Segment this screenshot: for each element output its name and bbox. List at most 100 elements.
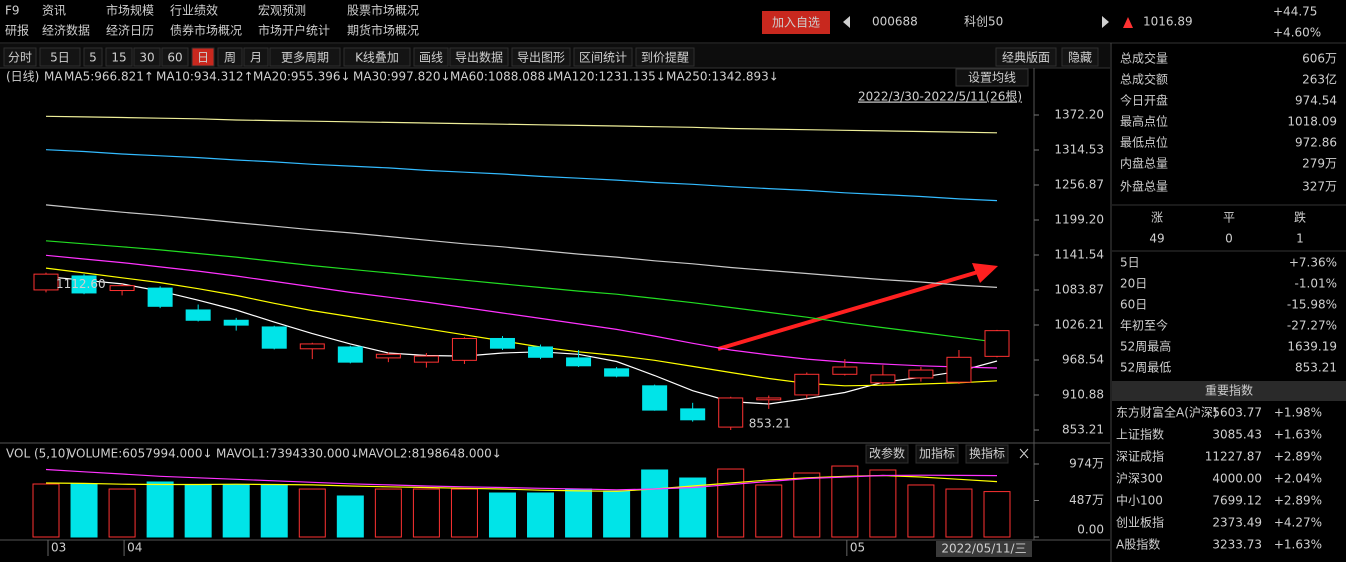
toolbar-button[interactable] <box>413 47 449 67</box>
toolbar-button[interactable] <box>161 47 189 67</box>
toolbar-button[interactable] <box>511 47 571 67</box>
settings-label[interactable]: 设置均线 <box>968 71 1016 85</box>
index-change[interactable]: +1.63% <box>1274 538 1322 552</box>
index-change[interactable]: +1.63% <box>1274 428 1322 442</box>
toolbar-label[interactable]: 5日 <box>50 51 70 65</box>
index-name[interactable]: 上证指数 <box>1116 427 1164 442</box>
menu-item[interactable]: 市场规模 <box>106 3 154 18</box>
cursor-date: 2022/05/11/三 <box>941 542 1026 556</box>
toolbar-label[interactable]: 画线 <box>419 51 443 65</box>
index-value[interactable]: 3233.73 <box>1212 538 1262 552</box>
menu-item[interactable]: 股票市场概况 <box>347 3 419 18</box>
menu-item[interactable]: 期货市场概况 <box>347 23 419 38</box>
add-watchlist-label[interactable]: 加入自选 <box>772 16 820 30</box>
settings-button[interactable] <box>955 68 1029 87</box>
toolbar-button[interactable] <box>269 47 341 67</box>
toolbar-button[interactable] <box>83 47 103 67</box>
toolbar-label[interactable]: 5 <box>89 51 97 65</box>
toolbar-button[interactable] <box>3 47 37 67</box>
toolbar-label[interactable]: 日 <box>197 51 209 65</box>
toolbar-button[interactable] <box>217 47 243 67</box>
toolbar-label[interactable]: K线叠加 <box>355 51 399 65</box>
add-watchlist-button[interactable] <box>762 11 830 34</box>
toolbar-label[interactable]: 导出数据 <box>455 50 503 65</box>
indicator-label[interactable]: 换指标 <box>969 446 1005 461</box>
index-name[interactable]: 中小100 <box>1116 493 1163 508</box>
toolbar-button[interactable] <box>343 47 411 67</box>
indicator-label[interactable]: 改参数 <box>869 446 905 461</box>
legend-entry: MA5:966.821↑ <box>64 70 154 84</box>
index-value[interactable]: 7699.12 <box>1212 494 1262 508</box>
index-change[interactable]: +2.89% <box>1274 494 1322 508</box>
legend-entry: MAVOL1:7394330.000↓ <box>216 447 360 461</box>
index-name[interactable]: 东方财富全A(沪深) <box>1116 405 1218 420</box>
index-value[interactable]: 2373.49 <box>1212 516 1262 530</box>
stat-label: 最低点位 <box>1120 135 1168 150</box>
candle-body <box>71 275 97 294</box>
toolbar-label[interactable]: 15 <box>111 51 126 65</box>
y-tick-label: 853.21 <box>1062 423 1104 437</box>
toolbar-label[interactable]: 经典版面 <box>1002 51 1050 65</box>
index-change[interactable]: +1.98% <box>1274 406 1322 420</box>
index-value[interactable]: 5603.77 <box>1212 406 1262 420</box>
menu-item[interactable]: 行业绩效 <box>170 3 218 18</box>
index-change[interactable]: +2.89% <box>1274 450 1322 464</box>
return-value: -27.27% <box>1287 319 1337 333</box>
toolbar-button[interactable] <box>243 47 269 67</box>
return-label: 60日 <box>1120 298 1147 312</box>
toolbar-label[interactable]: 月 <box>250 51 262 65</box>
indicator-button[interactable] <box>915 444 959 464</box>
index-name[interactable]: 创业板指 <box>1116 515 1164 530</box>
index-value[interactable]: 4000.00 <box>1212 472 1262 486</box>
close-icon[interactable] <box>1019 448 1029 459</box>
index-name[interactable]: 深证成指 <box>1116 449 1164 464</box>
toolbar-label[interactable]: 到价提醒 <box>641 50 689 65</box>
menu-item[interactable]: 宏观预测 <box>258 3 306 18</box>
toolbar-button[interactable] <box>573 47 633 67</box>
toolbar-button[interactable] <box>133 47 161 67</box>
menu-item[interactable]: F9 <box>5 4 20 18</box>
toolbar-button[interactable] <box>1061 47 1099 67</box>
indicator-label[interactable]: 加指标 <box>919 446 955 461</box>
index-change[interactable]: +2.04% <box>1274 472 1322 486</box>
x-tick-label: 04 <box>127 541 142 555</box>
toolbar-label[interactable]: 更多周期 <box>281 51 329 65</box>
toolbar-button[interactable] <box>39 47 81 67</box>
toolbar-label[interactable]: 周 <box>224 51 236 65</box>
prev-arrow[interactable] <box>843 16 850 28</box>
annotation-arrow <box>717 270 979 351</box>
index-value[interactable]: 11227.87 <box>1205 450 1262 464</box>
volume-bar <box>32 483 60 538</box>
toolbar-button[interactable] <box>105 47 133 67</box>
next-arrow[interactable] <box>1102 16 1109 28</box>
toolbar-label[interactable]: 分时 <box>8 51 32 65</box>
candle-body <box>680 408 706 421</box>
toolbar-button[interactable] <box>995 47 1057 67</box>
index-name[interactable]: A股指数 <box>1116 537 1160 552</box>
menu-item[interactable]: 经济数据 <box>42 23 90 38</box>
ma-line <box>45 204 998 288</box>
toolbar-label[interactable]: 导出图形 <box>517 51 565 65</box>
volume-bar <box>374 488 402 538</box>
indicator-button[interactable] <box>965 444 1009 464</box>
menu-item[interactable]: 市场开户统计 <box>258 23 330 38</box>
index-change[interactable]: +4.27% <box>1274 516 1322 530</box>
toolbar-label[interactable]: 区间统计 <box>579 51 627 65</box>
volume-bar <box>527 492 555 538</box>
indicator-button[interactable] <box>865 444 909 464</box>
toolbar-button[interactable] <box>449 47 509 67</box>
toolbar-label[interactable]: 60 <box>167 51 182 65</box>
breadth-value: 49 <box>1149 232 1164 246</box>
candle-body <box>489 337 515 349</box>
index-value[interactable]: 3085.43 <box>1212 428 1262 442</box>
toolbar-button[interactable] <box>635 47 695 67</box>
candle-body <box>451 337 477 361</box>
index-name[interactable]: 沪深300 <box>1116 472 1163 486</box>
menu-item[interactable]: 经济日历 <box>106 23 154 38</box>
menu-item[interactable]: 债券市场概况 <box>170 23 242 38</box>
menu-item[interactable]: 研报 <box>5 23 29 38</box>
menu-item[interactable]: 资讯 <box>42 4 66 18</box>
toolbar-label[interactable]: 隐藏 <box>1068 51 1092 65</box>
toolbar-button[interactable] <box>191 47 215 67</box>
toolbar-label[interactable]: 30 <box>139 51 154 65</box>
